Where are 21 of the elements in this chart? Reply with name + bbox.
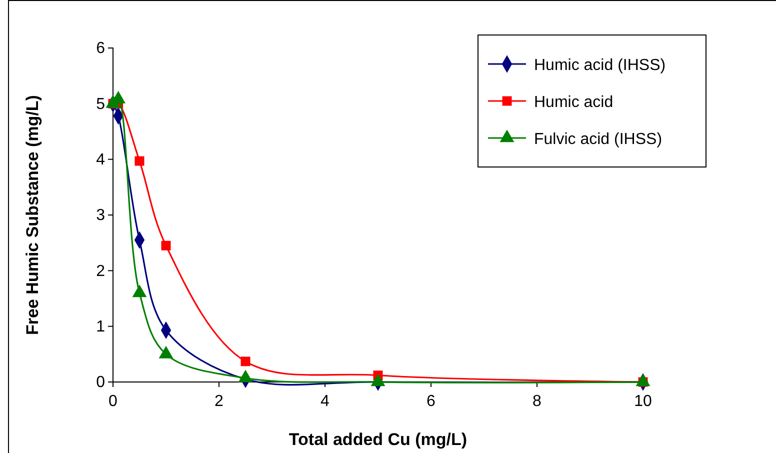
y-tick-label: 1 — [96, 318, 106, 336]
x-tick-label: 4 — [320, 393, 330, 410]
x-tick-label: 10 — [634, 393, 652, 410]
y-tick-label: 2 — [96, 262, 106, 280]
y-tick-label: 0 — [96, 374, 106, 392]
y-axis-title: Free Humic Substance (mg/L) — [23, 95, 42, 335]
x-tick-label: 8 — [532, 393, 542, 410]
legend-label: Humic acid — [534, 94, 614, 111]
x-tick-label: 2 — [214, 393, 224, 410]
x-tick-label: 6 — [426, 393, 436, 410]
x-axis-title: Total added Cu (mg/L) — [288, 430, 468, 449]
point — [134, 156, 144, 166]
legend-label: Humic acid (IHSS) — [534, 57, 666, 74]
y-tick-label: 3 — [96, 207, 106, 224]
point — [240, 356, 250, 366]
y-tick-label: 4 — [96, 151, 106, 168]
y-tick-label: 5 — [96, 96, 106, 113]
point — [161, 240, 171, 250]
legend-label: Fulvic acid (IHSS) — [534, 131, 662, 148]
x-tick-label: 0 — [108, 393, 118, 410]
y-tick-label: 6 — [96, 40, 106, 58]
